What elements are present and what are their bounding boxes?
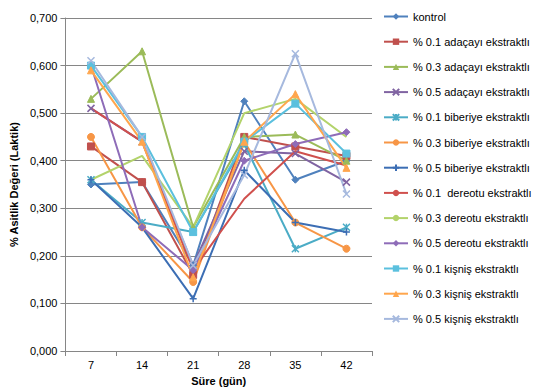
- svg-text:% 0.3 dereotu ekstraktlı: % 0.3 dereotu ekstraktlı: [413, 212, 529, 224]
- svg-text:35: 35: [289, 359, 301, 371]
- svg-text:0,000: 0,000: [30, 345, 58, 357]
- svg-text:0,500: 0,500: [30, 107, 58, 119]
- svg-text:0,400: 0,400: [30, 155, 58, 167]
- svg-text:% 0.3 adaçayı ekstraktlı: % 0.3 adaçayı ekstraktlı: [413, 61, 530, 73]
- svg-text:% 0.3 kişniş ekstraktlı: % 0.3 kişniş ekstraktlı: [413, 288, 519, 300]
- svg-text:% Asitlik Değeri (Laktik): % Asitlik Değeri (Laktik): [8, 122, 20, 247]
- svg-text:0,100: 0,100: [30, 297, 58, 309]
- svg-text:% 0.5 kişniş ekstraktlı: % 0.5 kişniş ekstraktlı: [413, 313, 519, 325]
- svg-text:7: 7: [88, 359, 94, 371]
- svg-text:% 0.1 adaçayı ekstraktlı: % 0.1 adaçayı ekstraktlı: [413, 36, 530, 48]
- svg-text:0,700: 0,700: [30, 12, 58, 24]
- svg-text:% 0.5 biberiye ekstraktlı: % 0.5 biberiye ekstraktlı: [413, 162, 530, 174]
- svg-text:0,300: 0,300: [30, 202, 58, 214]
- svg-text:% 0.1 dereotu ekstraktlı: % 0.1 dereotu ekstraktlı: [413, 187, 532, 199]
- svg-text:kontrol: kontrol: [413, 11, 446, 23]
- svg-text:28: 28: [238, 359, 250, 371]
- svg-text:14: 14: [136, 359, 148, 371]
- svg-text:% 0.5 dereotu ekstraktlı: % 0.5 dereotu ekstraktlı: [413, 237, 529, 249]
- svg-text:% 0.1 kişniş ekstraktlı: % 0.1 kişniş ekstraktlı: [413, 263, 519, 275]
- svg-text:% 0.5 adaçayı ekstraktlı: % 0.5 adaçayı ekstraktlı: [413, 86, 530, 98]
- svg-text:% 0.3 biberiye ekstraktlı: % 0.3 biberiye ekstraktlı: [413, 137, 530, 149]
- svg-text:% 0.1 biberiye ekstraktlı: % 0.1 biberiye ekstraktlı: [413, 111, 530, 123]
- svg-text:42: 42: [340, 359, 352, 371]
- svg-text:0,600: 0,600: [30, 60, 58, 72]
- svg-text:21: 21: [187, 359, 199, 371]
- svg-text:Süre (gün): Süre (gün): [191, 375, 246, 387]
- svg-text:0,200: 0,200: [30, 250, 58, 262]
